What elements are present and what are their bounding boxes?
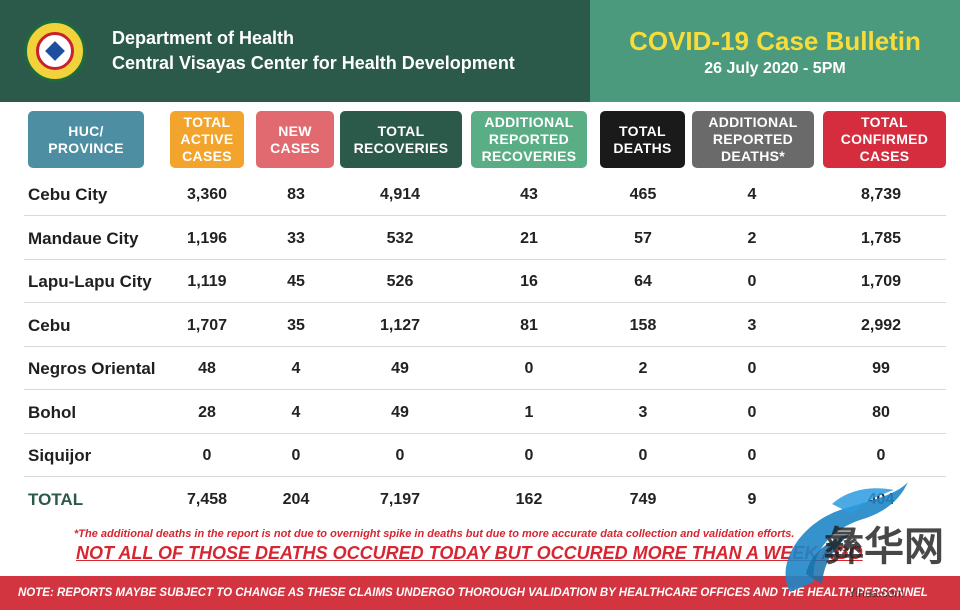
total-deaths: 3 bbox=[638, 403, 648, 421]
total-confirmed-cases: 1,785 bbox=[860, 229, 902, 247]
province-name: Cebu bbox=[28, 315, 71, 335]
header-huc-province: HUC/ PROVINCE bbox=[28, 111, 144, 168]
province-name: Cebu City bbox=[28, 185, 108, 204]
total-deaths: 465 bbox=[629, 186, 657, 203]
new-cases: 33 bbox=[287, 229, 305, 247]
header-total-deaths: TOTAL DEATHS bbox=[600, 111, 685, 168]
total-recoveries: 526 bbox=[386, 273, 414, 290]
total-deaths: 158 bbox=[629, 316, 657, 334]
additional-recoveries: 81 bbox=[520, 316, 538, 334]
province-name: Lapu-Lapu City bbox=[28, 272, 152, 291]
additional-recoveries: 21 bbox=[520, 229, 538, 247]
bulletin-date: 26 July 2020 - 5PM bbox=[704, 60, 846, 77]
additional-recoveries: 16 bbox=[520, 273, 538, 290]
total-active-cases: 1,196 bbox=[186, 229, 228, 247]
organization-name: Department of Health Central Visayas Cen… bbox=[112, 26, 515, 76]
additional-recoveries: 0 bbox=[524, 447, 534, 464]
new-cases: 0 bbox=[291, 447, 301, 464]
additional-deaths: 0 bbox=[747, 273, 757, 290]
total-active-cases: 3,360 bbox=[186, 186, 228, 203]
dragon-logo-icon bbox=[785, 482, 908, 592]
total-deaths: 749 bbox=[629, 490, 657, 508]
total-recoveries: 49 bbox=[391, 403, 409, 421]
table-row: Mandaue City 1,196 33 532 21 57 2 1,785 bbox=[24, 217, 946, 260]
table-row: Lapu-Lapu City 1,119 45 526 16 64 0 1,709 bbox=[24, 260, 946, 303]
header-banner: Department of Health Central Visayas Cen… bbox=[0, 0, 590, 102]
additional-recoveries: 0 bbox=[524, 360, 534, 377]
header-total-active-cases: TOTAL ACTIVE CASES bbox=[170, 111, 244, 168]
total-recoveries: 7,197 bbox=[379, 490, 421, 508]
province-name: Negros Oriental bbox=[28, 359, 156, 378]
total-active-cases: 7,458 bbox=[186, 490, 228, 508]
total-recoveries: 1,127 bbox=[379, 316, 421, 334]
total-active-cases: 48 bbox=[198, 360, 216, 377]
total-recoveries: 49 bbox=[391, 360, 409, 377]
total-confirmed-cases: 99 bbox=[872, 360, 890, 377]
new-cases: 35 bbox=[287, 316, 305, 334]
watermark-text: 彝华网 bbox=[824, 523, 944, 570]
department-of-health-seal-icon bbox=[24, 20, 86, 82]
province-name: Mandaue City bbox=[28, 228, 139, 248]
header-additional-deaths: ADDITIONAL REPORTED DEATHS* bbox=[692, 111, 814, 168]
header-new-cases: NEW CASES bbox=[256, 111, 334, 168]
org-line-1: Department of Health bbox=[112, 28, 295, 48]
new-cases: 45 bbox=[287, 273, 305, 290]
additional-deaths: 3 bbox=[747, 316, 757, 334]
new-cases: 4 bbox=[291, 360, 301, 377]
total-deaths: 0 bbox=[638, 447, 648, 464]
header-total-recoveries: TOTAL RECOVERIES bbox=[340, 111, 462, 168]
total-recoveries: 4,914 bbox=[379, 186, 421, 203]
total-confirmed-cases: 80 bbox=[872, 403, 890, 421]
additional-deaths: 0 bbox=[747, 447, 757, 464]
table-row: Cebu City 3,360 83 4,914 43 465 4 8,739 bbox=[24, 173, 946, 216]
footnote: *The additional deaths in the report is … bbox=[74, 528, 795, 540]
total-confirmed-cases: 0 bbox=[876, 447, 886, 464]
deaths-warning: NOT ALL OF THOSE DEATHS OCCURED TODAY BU… bbox=[76, 543, 863, 563]
province-name: TOTAL bbox=[28, 489, 84, 509]
table-row: Negros Oriental 48 4 49 0 2 0 99 bbox=[24, 347, 946, 390]
additional-deaths: 0 bbox=[747, 403, 757, 421]
new-cases: 204 bbox=[282, 490, 310, 508]
total-confirmed-cases: 1,709 bbox=[860, 273, 902, 290]
watermark-url: Yihua.com bbox=[848, 586, 905, 600]
total-deaths: 2 bbox=[638, 360, 648, 377]
additional-deaths: 4 bbox=[747, 186, 757, 203]
total-confirmed-cases: 2,992 bbox=[860, 316, 902, 334]
additional-deaths: 2 bbox=[747, 229, 757, 247]
total-confirmed-cases: 8,739 bbox=[860, 186, 902, 203]
total-active-cases: 1,119 bbox=[187, 273, 227, 290]
header-total-confirmed-cases: TOTAL CONFIRMED CASES bbox=[823, 111, 946, 168]
total-active-cases: 28 bbox=[198, 403, 216, 421]
province-name: Siquijor bbox=[28, 446, 92, 465]
province-name: Bohol bbox=[28, 402, 77, 422]
total-deaths: 57 bbox=[634, 229, 652, 247]
additional-recoveries: 1 bbox=[524, 403, 534, 421]
total-active-cases: 1,707 bbox=[186, 316, 228, 334]
table-row: Bohol 28 4 49 1 3 0 80 bbox=[24, 391, 946, 434]
new-cases: 4 bbox=[291, 403, 301, 421]
bulletin-title: COVID-19 Case Bulletin bbox=[629, 26, 921, 56]
total-active-cases: 0 bbox=[202, 447, 212, 464]
total-deaths: 64 bbox=[634, 273, 652, 290]
additional-deaths: 9 bbox=[747, 490, 757, 508]
bulletin-header: COVID-19 Case Bulletin 26 July 2020 - 5P… bbox=[590, 0, 960, 102]
new-cases: 83 bbox=[287, 186, 305, 203]
total-recoveries: 532 bbox=[386, 229, 414, 247]
additional-recoveries: 43 bbox=[520, 186, 538, 203]
header-additional-recoveries: ADDITIONAL REPORTED RECOVERIES bbox=[471, 111, 587, 168]
org-line-2: Central Visayas Center for Health Develo… bbox=[112, 53, 515, 73]
table-row: Cebu 1,707 35 1,127 81 158 3 2,992 bbox=[24, 304, 946, 347]
total-recoveries: 0 bbox=[395, 447, 405, 464]
table-row: Siquijor 0 0 0 0 0 0 0 bbox=[24, 434, 946, 477]
watermark: 彝华网 Yihua.com bbox=[770, 474, 960, 610]
additional-recoveries: 162 bbox=[515, 490, 543, 508]
additional-deaths: 0 bbox=[747, 360, 757, 377]
